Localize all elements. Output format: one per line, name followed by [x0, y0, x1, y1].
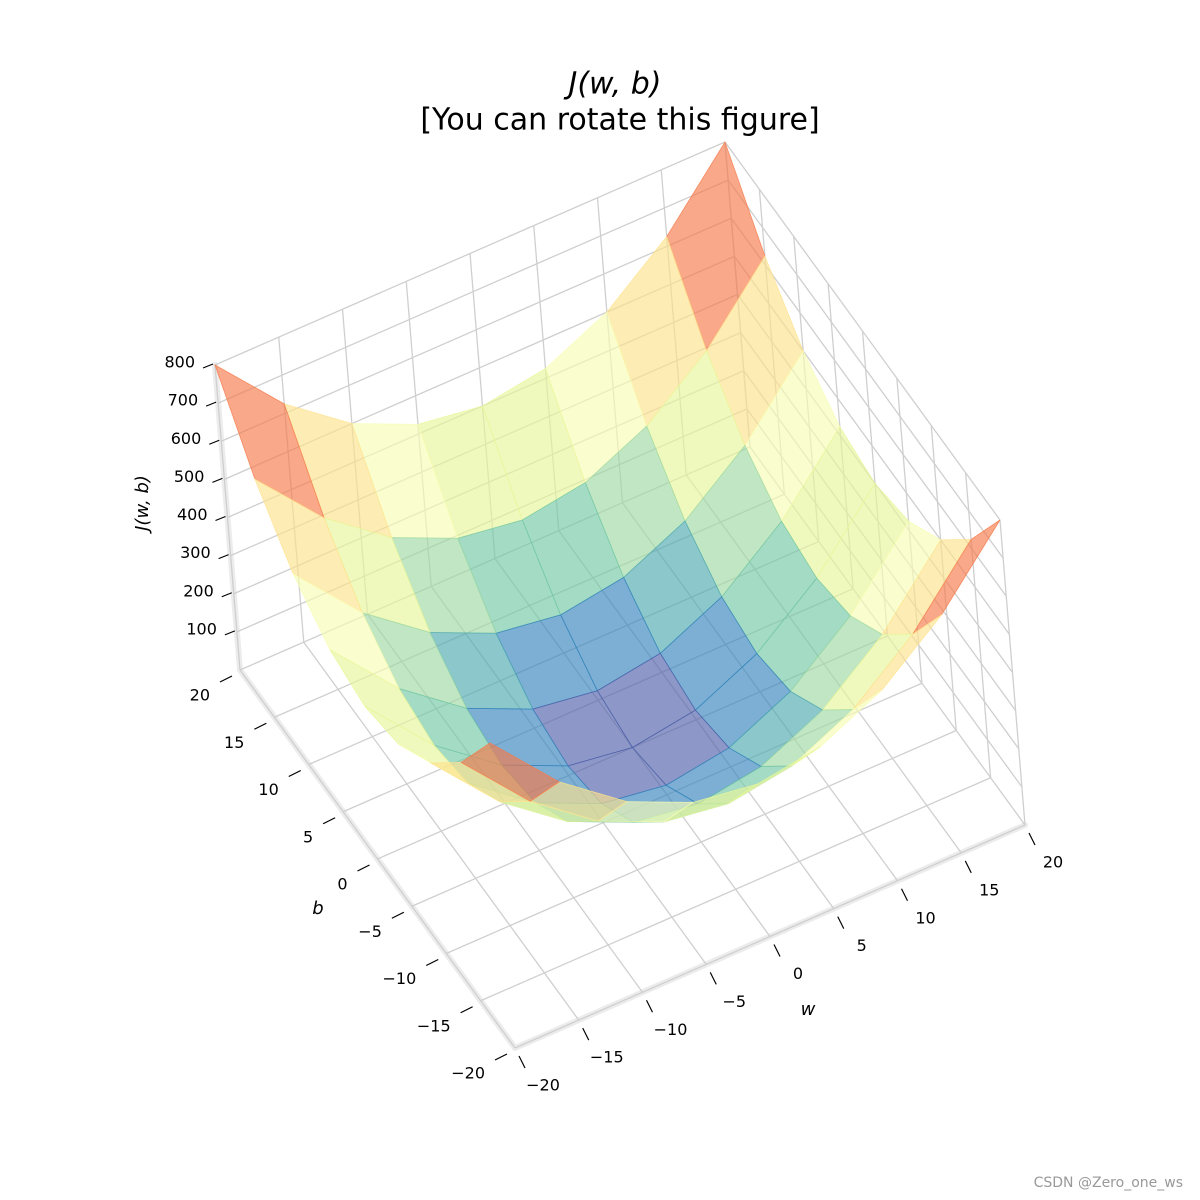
z-tick-label: 200 — [183, 581, 214, 600]
grid-line — [214, 141, 726, 366]
z-tick — [215, 515, 226, 522]
x-tick — [518, 1055, 526, 1069]
grid-line — [514, 824, 1026, 1049]
x-tick — [900, 888, 909, 902]
x-tick — [964, 860, 972, 874]
y-tick — [425, 958, 439, 967]
grid-line — [724, 141, 1001, 521]
grid-line — [220, 217, 732, 442]
x-tick-label: 15 — [979, 880, 999, 899]
y-tick — [460, 1006, 473, 1014]
y-tick — [357, 864, 370, 872]
z-tick — [212, 477, 223, 483]
y-axis-label: b — [312, 898, 323, 919]
z-tick — [221, 592, 232, 598]
y-tick-label: 15 — [224, 733, 244, 752]
y-tick-label: 0 — [337, 875, 347, 894]
grid-line — [727, 179, 1004, 559]
x-tick-label: 5 — [857, 936, 867, 955]
y-tick-label: −15 — [417, 1016, 451, 1035]
y-tick-label: −5 — [358, 922, 382, 941]
x-tick — [645, 999, 654, 1013]
x-tick — [837, 916, 845, 929]
z-tick-label: 600 — [171, 429, 202, 448]
z-tick — [218, 554, 229, 560]
z-axis-label: J(w, b) — [132, 475, 153, 534]
grid-line — [730, 217, 1007, 597]
x-tick-label: 10 — [915, 908, 935, 927]
x-tick-label: 0 — [793, 964, 803, 983]
x-tick-label: −10 — [654, 1020, 688, 1039]
x-axis-label: w — [801, 999, 816, 1020]
z-tick-label: 100 — [186, 619, 217, 638]
watermark: CSDN @Zero_one_ws — [1034, 1175, 1183, 1191]
chart-title: J(w, b) — [564, 67, 662, 102]
x-tick — [582, 1027, 590, 1041]
z-tick-label: 400 — [177, 505, 208, 524]
x-tick-label: 20 — [1043, 853, 1063, 872]
y-tick-label: 10 — [258, 780, 278, 799]
z-tick — [202, 363, 214, 369]
grid-line — [480, 777, 991, 1002]
x-tick-label: −15 — [590, 1048, 624, 1067]
y-tick-label: −10 — [382, 969, 416, 988]
x-tick — [709, 972, 717, 985]
z-tick — [205, 401, 217, 407]
y-tick — [391, 911, 405, 919]
z-tick-label: 700 — [168, 391, 199, 410]
z-tick — [209, 439, 220, 445]
y-tick — [322, 817, 336, 825]
grid-line — [217, 179, 729, 404]
x-tick-label: −20 — [526, 1076, 560, 1095]
y-tick-label: −20 — [451, 1064, 485, 1083]
z-tick-label: 300 — [180, 543, 211, 562]
y-tick — [219, 675, 233, 683]
chart-subtitle: [You can rotate this figure] — [420, 103, 819, 138]
x-tick — [773, 944, 781, 957]
y-tick — [254, 722, 267, 730]
z-tick-label: 800 — [164, 353, 195, 372]
x-tick-label: −5 — [722, 992, 746, 1011]
y-tick-label: 20 — [190, 686, 210, 705]
y-tick-label: 5 — [303, 827, 313, 846]
z-tick — [224, 630, 236, 636]
y-tick — [288, 769, 302, 778]
y-tick — [494, 1053, 508, 1061]
grid-line — [445, 729, 957, 955]
x-tick — [1028, 832, 1036, 846]
surface-patch — [460, 742, 560, 802]
surface — [214, 141, 1001, 823]
z-tick-label: 500 — [174, 467, 205, 486]
